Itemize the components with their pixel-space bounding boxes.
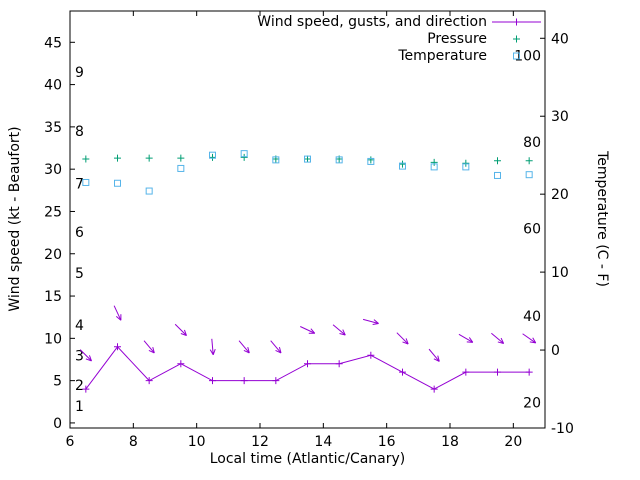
fahrenheit-label: 60 [523, 221, 541, 237]
x-axis-title: Local time (Atlantic/Canary) [209, 451, 406, 467]
y-right-ticks: -10 0 10 20 30 40 [540, 31, 574, 437]
y-left-ticks: 0 5 10 15 20 25 30 35 40 45 [44, 35, 75, 432]
beaufort-label: 9 [75, 65, 84, 81]
y-left-tick-label: 40 [44, 78, 62, 94]
fahrenheit-label: 40 [523, 309, 541, 325]
y-left-tick-label: 45 [44, 35, 62, 51]
fahrenheit-label: 100 [514, 48, 541, 64]
x-tick-label: 12 [251, 434, 269, 450]
y-left-tick-label: 30 [44, 162, 62, 178]
x-tick-label: 8 [129, 434, 138, 450]
y-right-tick-label: 30 [551, 109, 569, 125]
beaufort-label: 5 [75, 266, 84, 282]
fahrenheit-inset-labels: 20 40 60 80 100 [514, 48, 541, 411]
y-left-tick-label: 0 [53, 416, 62, 432]
beaufort-inset-labels: 1 2 3 4 5 6 7 8 9 [75, 65, 84, 415]
legend-markers [492, 18, 541, 60]
y-left-tick-label: 20 [44, 247, 62, 263]
beaufort-label: 3 [75, 348, 84, 364]
x-tick-label: 16 [378, 434, 396, 450]
beaufort-label: 6 [75, 225, 84, 241]
legend-label-wind: Wind speed, gusts, and direction [257, 14, 487, 30]
x-axis-ticks: 6 8 10 12 14 16 18 20 [66, 11, 522, 450]
y-right-axis-title: Temperature (C - F) [594, 151, 610, 287]
fahrenheit-label: 80 [523, 135, 541, 151]
wind-speed-series [82, 343, 533, 393]
x-tick-label: 18 [441, 434, 459, 450]
beaufort-label: 1 [75, 399, 84, 415]
y-left-tick-label: 25 [44, 204, 62, 220]
x-tick-label: 20 [504, 434, 522, 450]
gust-direction-arrows [79, 305, 537, 362]
beaufort-label: 8 [75, 124, 84, 140]
beaufort-label: 4 [75, 318, 84, 334]
temperature-series [82, 150, 533, 195]
y-left-tick-label: 10 [44, 331, 62, 347]
y-right-tick-label: 0 [551, 343, 560, 359]
legend-label-pressure: Pressure [427, 31, 487, 47]
legend-label-temperature: Temperature [398, 48, 487, 64]
x-tick-label: 6 [66, 434, 75, 450]
y-right-tick-label: 20 [551, 187, 569, 203]
y-left-axis-title: Wind speed (kt - Beaufort) [7, 126, 23, 312]
y-left-tick-label: 35 [44, 120, 62, 136]
x-tick-label: 14 [314, 434, 332, 450]
beaufort-label: 7 [75, 177, 84, 193]
y-right-tick-label: -10 [551, 421, 574, 437]
y-left-tick-label: 15 [44, 289, 62, 305]
fahrenheit-label: 20 [523, 395, 541, 411]
y-left-tick-label: 5 [53, 374, 62, 390]
x-tick-label: 10 [188, 434, 206, 450]
y-right-tick-label: 40 [551, 31, 569, 47]
plot-border [69, 10, 546, 429]
beaufort-label: 2 [75, 378, 84, 394]
y-right-tick-label: 10 [551, 265, 569, 281]
